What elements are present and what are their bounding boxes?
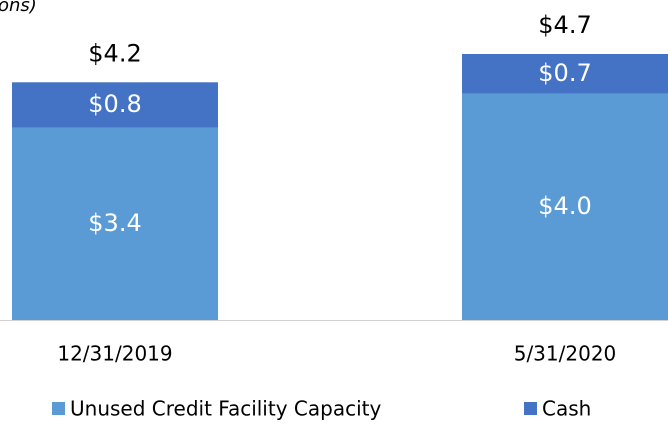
- x-tick-label: 12/31/2019: [57, 342, 172, 366]
- legend-swatch: [524, 402, 537, 415]
- bar-segment: [462, 93, 668, 320]
- bar-segment: [462, 54, 668, 94]
- value-label: $4.0: [538, 192, 591, 220]
- bar-segment: [12, 127, 218, 321]
- value-label: $3.4: [88, 209, 141, 237]
- legend-label: Cash: [542, 397, 591, 421]
- bar-segment: [12, 82, 218, 128]
- legend-label: Unused Credit Facility Capacity: [70, 397, 381, 421]
- value-label: $0.8: [88, 90, 141, 118]
- value-label: $0.7: [538, 59, 591, 87]
- total-label: $4.2: [88, 39, 141, 67]
- chart-subtitle: ons): [0, 0, 37, 16]
- legend-swatch: [52, 402, 65, 415]
- total-label: $4.7: [538, 11, 591, 39]
- x-tick-label: 5/31/2020: [514, 342, 617, 366]
